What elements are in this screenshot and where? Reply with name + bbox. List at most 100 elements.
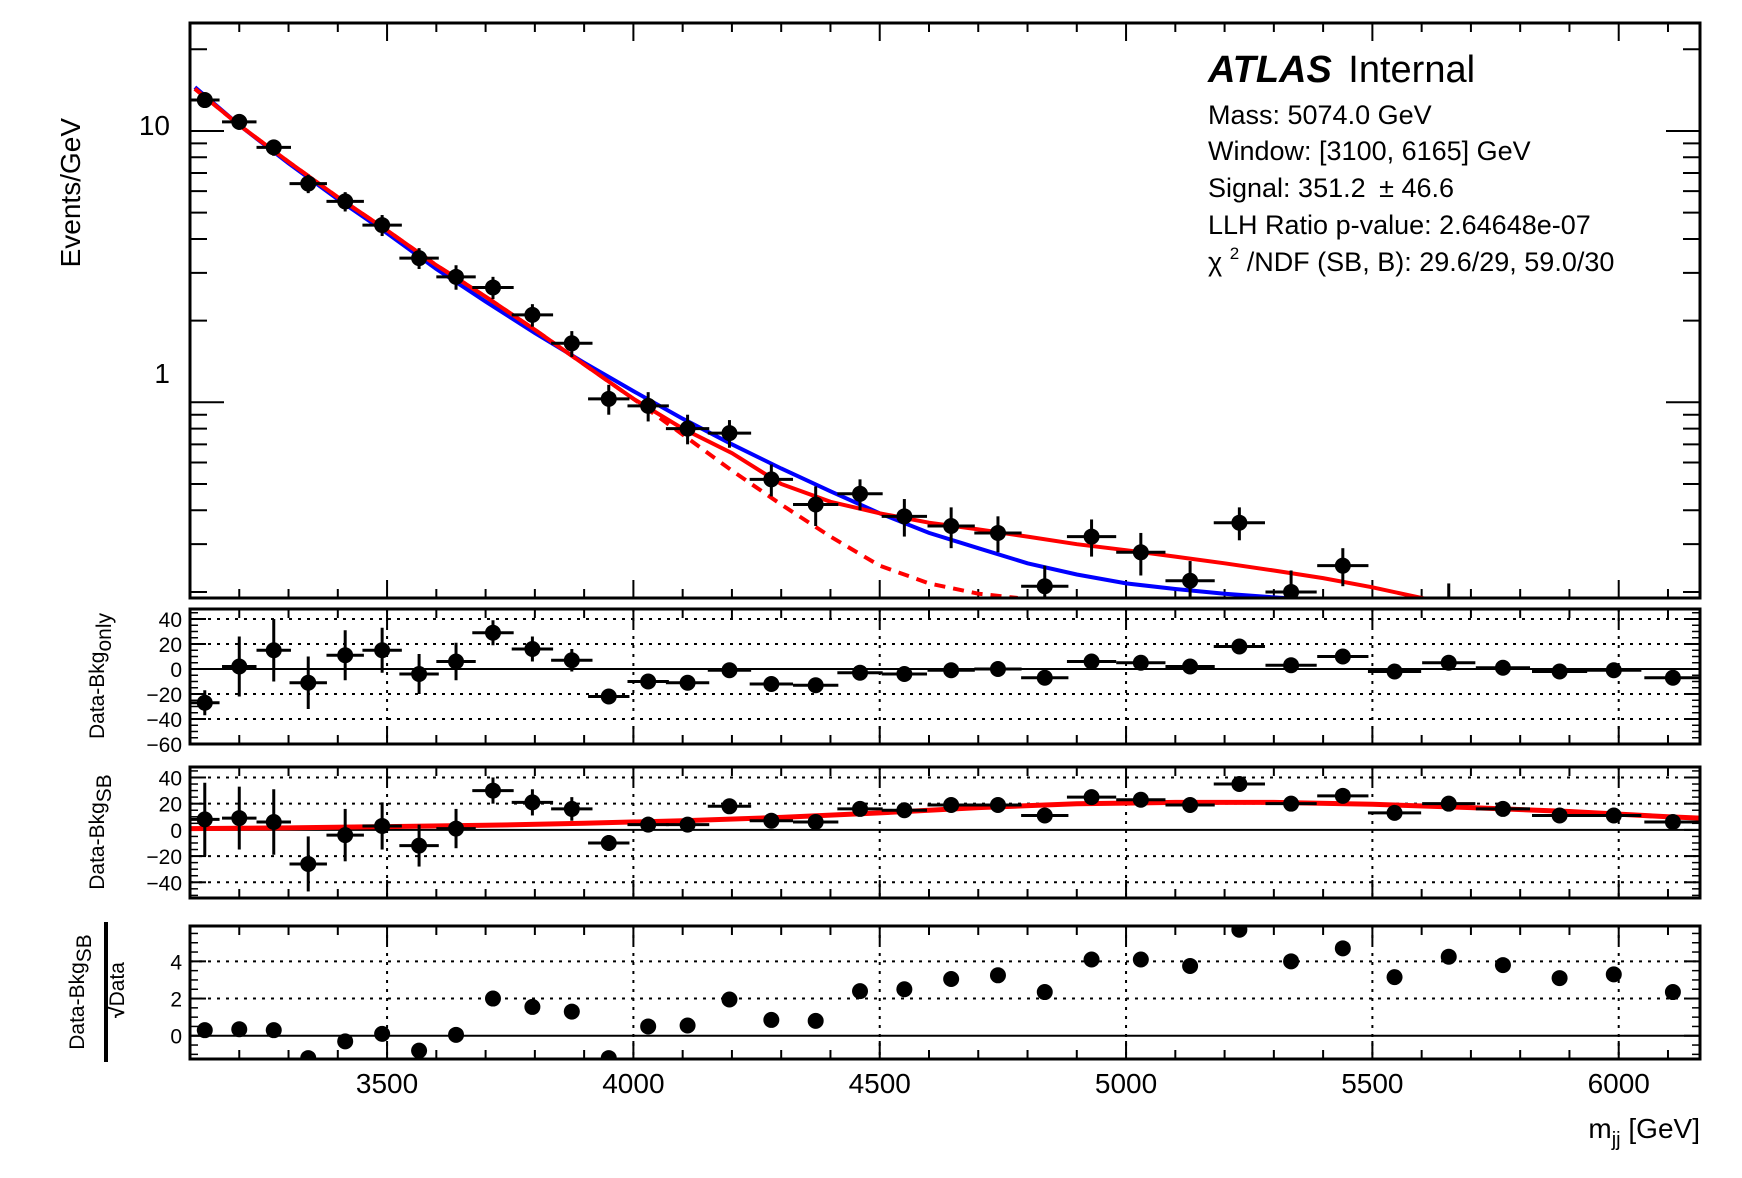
data-point (1231, 514, 1248, 531)
x-tick-label: 3500 (356, 1068, 418, 1099)
residual-point (484, 782, 501, 799)
residual-point (679, 674, 696, 691)
residual-point (763, 812, 780, 829)
x-tick-label: 5000 (1095, 1068, 1157, 1099)
ratio2-content: 40 20 0 −20 −40 (146, 767, 1700, 898)
residual-point (265, 642, 282, 659)
data-point (721, 425, 738, 442)
residual-point (1440, 654, 1457, 671)
residual-point (1132, 654, 1149, 671)
residual-point (265, 814, 282, 831)
residual-points (190, 619, 1700, 716)
residual-point (1334, 648, 1351, 665)
ratio3-ylabel-denominator: √Data (106, 962, 129, 1018)
ratio3-ylabel-numerator: Data-BkgSB (66, 934, 96, 1050)
window-text: Window: [3100, 6165] GeV (1208, 136, 1531, 166)
residual-point (640, 816, 657, 833)
data-point (896, 508, 913, 525)
residual-point (721, 662, 738, 679)
residual-point (300, 855, 317, 872)
residual-point (563, 1003, 580, 1020)
y-tick-label: 4 (170, 951, 182, 974)
data-point (1083, 528, 1100, 545)
residual-point (337, 827, 354, 844)
residual-point (1440, 795, 1457, 812)
y-tick-label: 2 (170, 989, 182, 1012)
residual-point (896, 802, 913, 819)
residual-point (1386, 969, 1403, 986)
residual-point (896, 981, 913, 998)
data-point (448, 268, 465, 285)
data-point (196, 92, 213, 109)
residual-points (196, 926, 1681, 1059)
residual-point (943, 662, 960, 679)
y-tick-label: −40 (146, 709, 182, 732)
residual-point (1231, 638, 1248, 655)
data-point (1132, 544, 1149, 561)
residual-points (190, 776, 1700, 892)
residual-point (1182, 957, 1199, 974)
background-component-curve (193, 87, 1018, 598)
residual-point (1334, 787, 1351, 804)
data-point (600, 390, 617, 407)
ratio3-frame (188, 924, 1702, 1061)
residual-point (896, 666, 913, 682)
residual-point (1083, 789, 1100, 806)
residual-point (231, 1021, 248, 1038)
data-point (852, 485, 869, 502)
residual-point (1182, 796, 1199, 813)
residual-point (231, 658, 248, 675)
info-box: ATLAS Internal Mass: 5074.0 GeV Window: … (1207, 49, 1614, 277)
residual-point (563, 652, 580, 669)
residual-point (807, 814, 824, 831)
residual-point (524, 794, 541, 811)
residual-point (1083, 653, 1100, 670)
residual-point (337, 1033, 354, 1050)
residual-point (640, 673, 657, 690)
residual-point (300, 674, 317, 691)
y-tick-label: 0 (170, 1026, 182, 1049)
residual-point (600, 688, 617, 705)
residual-point (524, 998, 541, 1015)
residual-point (411, 666, 428, 682)
main-frame (188, 21, 1702, 600)
residual-point (807, 677, 824, 694)
residual-point (196, 1022, 213, 1039)
residual-point (1283, 953, 1300, 970)
main-plot-content (189, 23, 1700, 598)
residual-point (679, 1017, 696, 1034)
residual-point (1605, 966, 1622, 983)
residual-point (1551, 970, 1568, 987)
residual-point (300, 1050, 317, 1059)
residual-point (600, 834, 617, 851)
ratio-panel-significance: 4 2 0 Data-BkgSB √Data (66, 922, 1702, 1062)
x-tick-label: 6000 (1588, 1068, 1650, 1099)
residual-point (196, 694, 213, 711)
data-point (524, 306, 541, 323)
residual-point (852, 664, 869, 681)
residual-point (448, 1026, 465, 1043)
pvalue-text: LLH Ratio p-value: 2.64648e-07 (1208, 210, 1591, 240)
x-axis-labels: 3500 4000 4500 5000 5500 6000 (356, 1068, 1650, 1099)
residual-point (1036, 984, 1053, 1001)
ratio1-frame (188, 607, 1702, 746)
chi2-text: χ 2 /NDF (SB, B): 29.6/29, 59.0/30 (1208, 235, 1614, 277)
y-tick-label: −40 (146, 872, 182, 895)
residual-point (411, 837, 428, 854)
residual-point (640, 1018, 657, 1035)
x-tick-label: 4500 (849, 1068, 911, 1099)
residual-point (1386, 804, 1403, 821)
data-point (300, 175, 317, 192)
ratio3-content: 4 2 0 (170, 926, 1700, 1059)
residual-point (989, 796, 1006, 813)
data-point (679, 420, 696, 437)
residual-point (807, 1012, 824, 1029)
data-point (374, 217, 391, 234)
data-point (943, 518, 960, 535)
residual-point (721, 798, 738, 815)
residual-point (484, 990, 501, 1007)
residual-point (1551, 807, 1568, 824)
main-ylabel: Events/GeV (55, 118, 86, 268)
